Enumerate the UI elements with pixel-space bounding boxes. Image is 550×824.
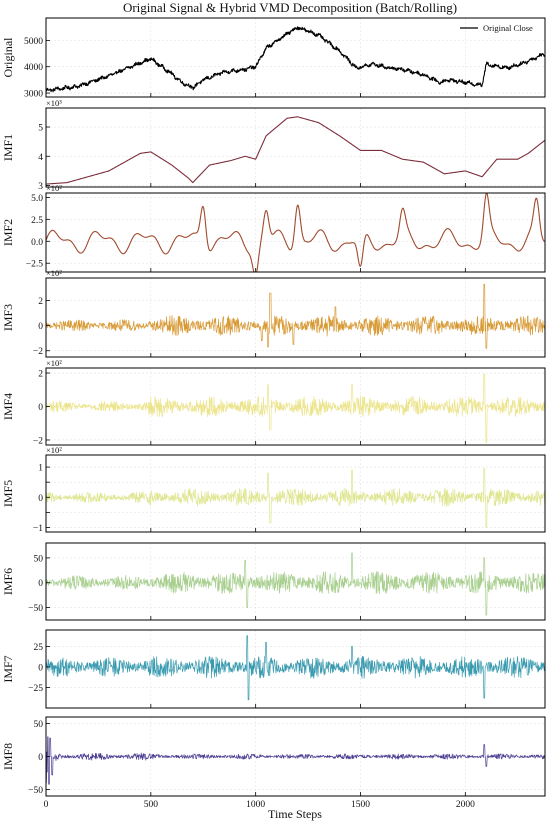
panel-3: −2.5 0.0 2.5 5.0×10² IMF2	[1, 183, 546, 273]
y-tick-label: 4000	[24, 63, 43, 73]
y-axis-label: IMF2	[1, 219, 15, 246]
series-line-6	[45, 468, 546, 528]
series-line-5	[45, 373, 546, 443]
plot-frame	[45, 542, 546, 621]
y-axis-label: IMF3	[1, 304, 15, 331]
y-tick-label: 0.0	[31, 238, 43, 248]
y-multiplier: ×10³	[46, 98, 62, 108]
y-multiplier: ×10²	[46, 358, 62, 368]
series-line-4	[45, 283, 546, 349]
series-line-2	[45, 116, 546, 185]
y-tick-label: 0	[38, 494, 43, 504]
y-tick-label: 0	[38, 403, 43, 413]
y-tick-label: −50	[28, 604, 43, 614]
y-tick-label: 2	[38, 297, 43, 307]
legend: Original Close	[460, 23, 533, 33]
y-tick-label: −2	[33, 347, 43, 357]
y-multiplier: ×10²	[46, 183, 62, 193]
y-tick-label: 3	[38, 182, 43, 192]
y-tick-label: 50	[34, 554, 44, 564]
x-tick-label: 2000	[456, 800, 475, 810]
y-axis-label: IMF4	[1, 393, 15, 420]
y-axis-label: IMF8	[1, 743, 15, 770]
panel-1: 3000 4000 5000 Original Original Close	[1, 17, 546, 100]
panel-4: −2 0 2 ×10² IMF3	[1, 268, 546, 358]
y-tick-label: −25	[28, 684, 43, 694]
plot-frame	[45, 277, 546, 358]
series-line-7	[45, 552, 546, 616]
panel-5: −2 0 2×10² IMF4	[1, 358, 546, 446]
y-tick-label: 4	[38, 153, 43, 163]
y-tick-label: 0	[38, 322, 43, 332]
y-tick-label: 50	[34, 720, 44, 730]
y-tick-label: 25	[34, 643, 44, 653]
legend-label: Original Close	[483, 23, 533, 33]
panel-7: −50 0 50 IMF6	[1, 542, 546, 621]
series-line-9	[45, 736, 546, 785]
figure-title: Original Signal & Hybrid VMD Decompositi…	[123, 0, 457, 15]
y-tick-label: 5000	[24, 37, 43, 47]
series-line-1	[45, 26, 546, 93]
y-tick-label: 2	[38, 370, 43, 380]
plot-frame	[45, 629, 546, 709]
y-tick-label: 3000	[24, 90, 43, 100]
y-tick-label: 0	[38, 579, 43, 589]
y-axis-label: IMF1	[1, 134, 15, 161]
y-tick-label: 5.0	[31, 194, 43, 204]
y-multiplier: ×10²	[46, 445, 62, 455]
x-tick-label: 1000	[246, 800, 265, 810]
plot-frame	[45, 17, 546, 98]
y-tick-label: 2.5	[31, 216, 43, 226]
series-line-3	[45, 192, 546, 273]
x-axis-label: Time Steps	[268, 807, 322, 821]
y-axis-label: IMF7	[1, 655, 15, 682]
x-tick-label: 0	[44, 800, 49, 810]
y-tick-label: 5	[38, 124, 43, 134]
panel-9: −50 0 50 IMF8	[1, 716, 546, 797]
plot-frame	[45, 192, 546, 273]
y-tick-label: −2.5	[26, 260, 43, 270]
panel-2: 3 4 5 ×10³ IMF1	[1, 98, 546, 192]
x-tick-label: 1500	[351, 800, 370, 810]
plot-frame	[45, 107, 546, 188]
series-line-8	[45, 635, 546, 701]
x-tick-label: 500	[144, 800, 159, 810]
y-tick-label: 0	[38, 663, 43, 673]
panel-8: −25 0 25 IMF7	[1, 629, 546, 709]
y-axis-label: IMF5	[1, 480, 15, 507]
y-tick-label: −1	[33, 524, 43, 534]
panel-6: −1 0 1×10² IMF5	[1, 445, 546, 534]
y-multiplier: ×10²	[46, 268, 62, 278]
y-tick-label: 1	[38, 464, 43, 474]
y-tick-label: −2	[33, 436, 43, 446]
y-tick-label: −50	[28, 786, 43, 796]
y-tick-label: 0	[38, 753, 43, 763]
y-axis-label: Original	[1, 37, 15, 78]
plot-frame	[45, 454, 546, 533]
y-axis-label: IMF6	[1, 568, 15, 595]
